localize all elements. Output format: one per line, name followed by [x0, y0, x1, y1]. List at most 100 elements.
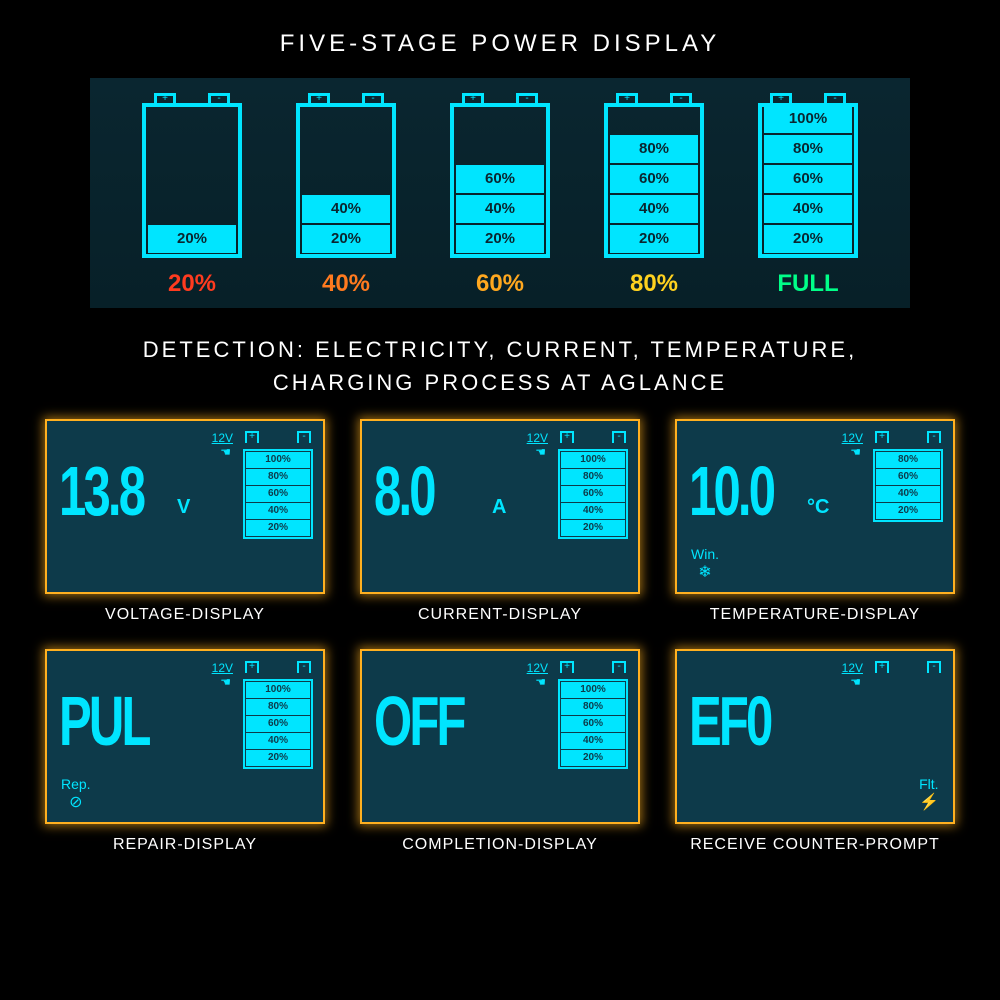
main-title: FIVE-STAGE POWER DISPLAY [0, 0, 1000, 78]
lcd-value: EF0 [689, 681, 770, 761]
mode-icon: ⊘ [61, 792, 91, 812]
lcd-panel: OFF 12V☚ +- 100%80%60%40%20% [360, 649, 640, 824]
terminal-plus: + [154, 93, 176, 105]
lcd-12v-label: 12V [212, 661, 233, 675]
stage-label: FULL [777, 270, 838, 298]
terminal-minus: - [208, 93, 230, 105]
mini-terminals: +- [875, 431, 941, 443]
mini-battery-icon: 100%80%60%40%20% [558, 679, 628, 769]
mini-segment: 80% [246, 699, 310, 715]
battery-segment: 40% [764, 195, 852, 223]
terminal-plus: + [308, 93, 330, 105]
lcd-value: OFF [374, 681, 464, 761]
hand-icon: ☚ [535, 445, 546, 459]
mini-segment: 100% [561, 452, 625, 468]
battery-segment: 60% [610, 165, 698, 193]
mini-segment: 60% [561, 486, 625, 502]
lcd-mode-label: Win.❄ [691, 546, 719, 582]
lcd-cell: 13.8V12V☚+-100%80%60%40%20%VOLTAGE-DISPL… [45, 419, 325, 624]
hand-icon: ☚ [220, 675, 231, 689]
panel-label: REPAIR-DISPLAY [113, 836, 257, 854]
hand-icon: ☚ [850, 675, 861, 689]
battery-segment: 20% [456, 225, 544, 253]
battery-segment: 60% [456, 165, 544, 193]
mini-segment: 20% [876, 503, 940, 519]
battery-segment: 100% [764, 105, 852, 133]
lcd-panel: EF0 12V☚ +- Flt.⚡ [675, 649, 955, 824]
battery-column: +-20%40%60%80%100%FULL [743, 93, 873, 298]
panel-label: CURRENT-DISPLAY [418, 606, 582, 624]
mini-segment: 80% [876, 452, 940, 468]
mini-terminals: +- [560, 431, 626, 443]
battery-segment: 20% [764, 225, 852, 253]
mini-terminals: +- [875, 661, 941, 673]
panel-label: RECEIVE COUNTER-PROMPT [690, 836, 940, 854]
mode-icon: ❄ [691, 562, 719, 582]
mini-terminals: +- [245, 431, 311, 443]
battery-segment: 20% [302, 225, 390, 253]
mini-battery-icon: 80%60%40%20% [873, 449, 943, 522]
battery-segment: 40% [610, 195, 698, 223]
lcd-panel: 13.8V12V☚+-100%80%60%40%20% [45, 419, 325, 594]
mini-segment: 20% [246, 750, 310, 766]
lcd-value: 10.0 [689, 451, 773, 531]
mini-battery-icon: 100%80%60%40%20% [558, 449, 628, 539]
lcd-cell: 10.0 °C 12V☚ +- 80%60%40%20% Win.❄ TEMPERATURE… [675, 419, 955, 624]
lcd-grid: 13.8V12V☚+-100%80%60%40%20%VOLTAGE-DISPL… [0, 419, 1000, 854]
battery-icon: +-20%40% [296, 103, 396, 258]
mini-battery-icon: 100%80%60%40%20% [243, 679, 313, 769]
battery-segment: 40% [302, 195, 390, 223]
mini-segment: 40% [246, 733, 310, 749]
mini-terminals: +- [560, 661, 626, 673]
lcd-cell: OFF 12V☚ +- 100%80%60%40%20% COMPLETION-DISP… [360, 649, 640, 854]
mini-battery-icon: 100%80%60%40%20% [243, 449, 313, 539]
mini-segment: 80% [561, 469, 625, 485]
battery-icon: +-20% [142, 103, 242, 258]
battery-column: +-20%40%60%80%80% [589, 93, 719, 298]
mini-segment: 100% [561, 682, 625, 698]
hand-icon: ☚ [535, 675, 546, 689]
battery-segment: 80% [610, 135, 698, 163]
lcd-12v-label: 12V [527, 431, 548, 445]
terminal-plus: + [616, 93, 638, 105]
subtitle-line1: DETECTION: ELECTRICITY, CURRENT, TEMPERA… [143, 337, 857, 362]
lcd-cell: EF0 12V☚ +- Flt.⚡ RECEIVE COUNTER-PROMPT [675, 649, 955, 854]
lcd-cell: PUL12V☚+-100%80%60%40%20%Rep.⊘REPAIR-DIS… [45, 649, 325, 854]
terminal-minus: - [516, 93, 538, 105]
battery-column: +-20%40%60%60% [435, 93, 565, 298]
mini-segment: 100% [246, 682, 310, 698]
lcd-mode-label: Flt.⚡ [919, 776, 939, 812]
battery-segment: 60% [764, 165, 852, 193]
mode-icon: ⚡ [919, 792, 939, 812]
mini-segment: 60% [876, 469, 940, 485]
lcd-value: 13.8 [59, 451, 143, 531]
five-stage-box: +-20%20%+-20%40%40%+-20%40%60%60%+-20%40… [90, 78, 910, 308]
panel-label: VOLTAGE-DISPLAY [105, 606, 265, 624]
mini-segment: 40% [246, 503, 310, 519]
battery-icon: +-20%40%60%80% [604, 103, 704, 258]
mini-segment: 20% [246, 520, 310, 536]
mini-segment: 100% [246, 452, 310, 468]
terminal-minus: - [362, 93, 384, 105]
mini-segment: 40% [561, 503, 625, 519]
lcd-12v-label: 12V [527, 661, 548, 675]
lcd-12v-label: 12V [842, 661, 863, 675]
mini-terminals: +- [245, 661, 311, 673]
lcd-unit: V [177, 496, 190, 519]
stage-label: 20% [168, 270, 216, 298]
battery-column: +-20%40%40% [281, 93, 411, 298]
panel-label: COMPLETION-DISPLAY [402, 836, 598, 854]
mini-segment: 40% [876, 486, 940, 502]
stage-label: 60% [476, 270, 524, 298]
lcd-12v-label: 12V [842, 431, 863, 445]
lcd-unit: °C [807, 496, 829, 519]
lcd-mode-label: Rep.⊘ [61, 776, 91, 812]
stage-label: 40% [322, 270, 370, 298]
subtitle: DETECTION: ELECTRICITY, CURRENT, TEMPERA… [0, 308, 1000, 419]
mini-segment: 20% [561, 750, 625, 766]
panel-label: TEMPERATURE-DISPLAY [710, 606, 920, 624]
lcd-unit: A [492, 496, 506, 519]
subtitle-line2: CHARGING PROCESS AT AGLANCE [273, 370, 727, 395]
mini-segment: 40% [561, 733, 625, 749]
hand-icon: ☚ [850, 445, 861, 459]
